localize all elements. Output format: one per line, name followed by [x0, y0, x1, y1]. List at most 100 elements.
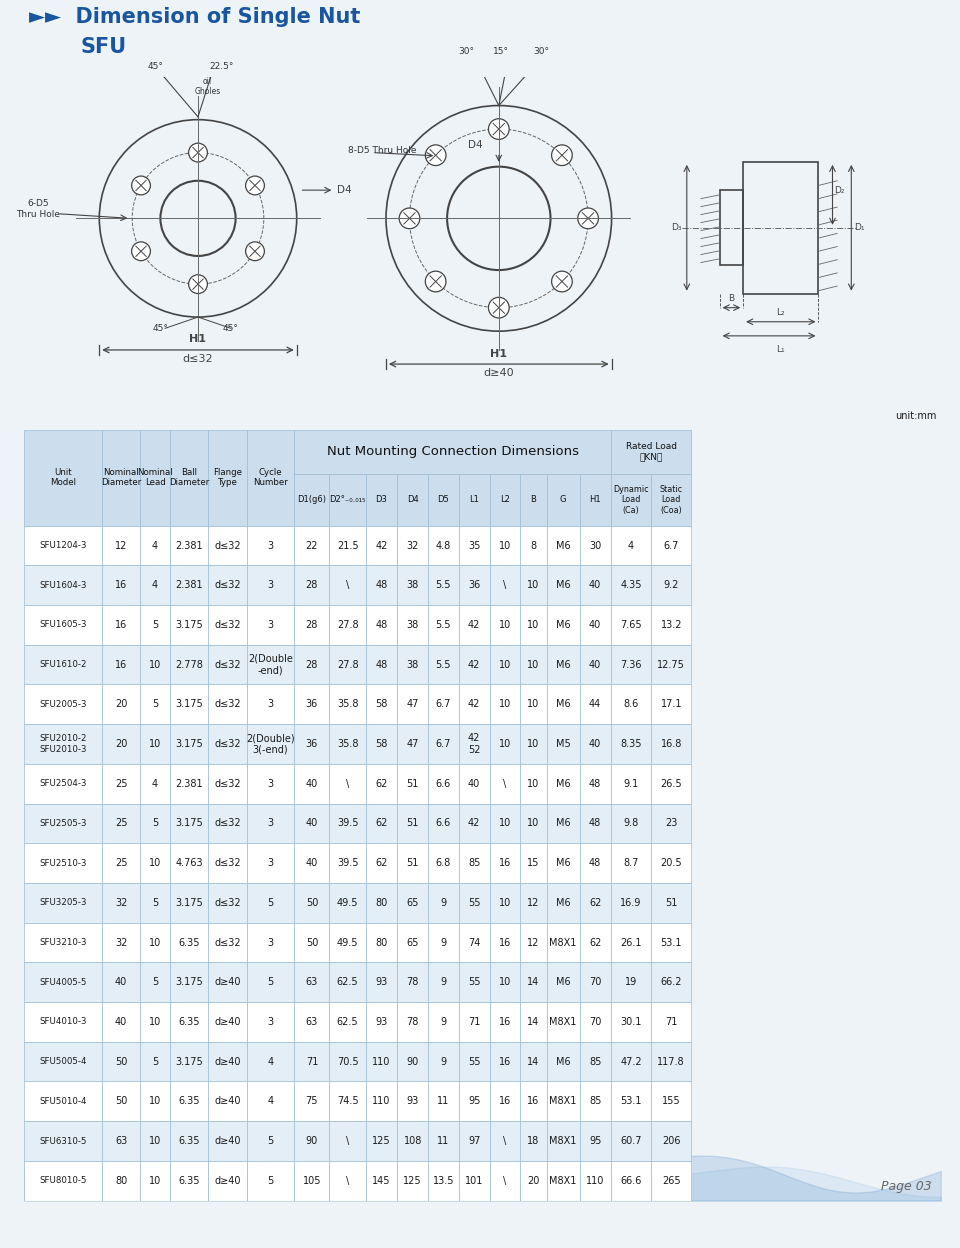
Text: SFU2005-3: SFU2005-3 — [39, 700, 86, 709]
Text: Cycle
Number: Cycle Number — [253, 468, 288, 488]
Text: 10: 10 — [149, 1096, 161, 1106]
Text: 66.2: 66.2 — [660, 977, 682, 987]
Bar — [247, 1121, 295, 1161]
Text: 63: 63 — [305, 1017, 318, 1027]
Bar — [140, 565, 170, 605]
Text: Static
Load
(Coa): Static Load (Coa) — [660, 484, 683, 514]
Bar — [428, 724, 459, 764]
Text: 12.75: 12.75 — [658, 660, 685, 670]
Bar — [208, 884, 247, 922]
Text: 5: 5 — [152, 1057, 158, 1067]
Text: 8.7: 8.7 — [623, 859, 638, 869]
Text: Flange
Type: Flange Type — [213, 468, 242, 488]
Bar — [580, 1161, 611, 1201]
Bar — [546, 525, 580, 565]
Text: 3.175: 3.175 — [175, 739, 203, 749]
Bar — [490, 1161, 520, 1201]
Text: 85: 85 — [589, 1057, 601, 1067]
Bar — [24, 844, 102, 884]
Text: 9: 9 — [441, 1057, 446, 1067]
Text: M8X1: M8X1 — [549, 1096, 577, 1106]
Bar — [295, 565, 329, 605]
Text: 10: 10 — [149, 660, 161, 670]
Circle shape — [552, 145, 572, 166]
Text: 17.1: 17.1 — [660, 699, 682, 709]
Bar — [428, 1082, 459, 1121]
Text: 7.36: 7.36 — [620, 660, 641, 670]
Bar — [428, 1161, 459, 1201]
Bar — [546, 922, 580, 962]
Text: 10: 10 — [499, 699, 511, 709]
Text: 27.8: 27.8 — [337, 620, 358, 630]
Text: 38: 38 — [407, 620, 419, 630]
Text: 36: 36 — [305, 739, 318, 749]
Bar — [24, 645, 102, 684]
Bar — [580, 1002, 611, 1042]
Bar — [170, 1161, 208, 1201]
Text: 30: 30 — [589, 540, 601, 550]
Bar — [611, 844, 651, 884]
Text: 3: 3 — [268, 699, 274, 709]
Text: 32: 32 — [406, 540, 419, 550]
Text: 71: 71 — [305, 1057, 318, 1067]
Bar — [366, 764, 397, 804]
Bar — [366, 525, 397, 565]
Text: 4: 4 — [152, 540, 158, 550]
Bar — [397, 844, 428, 884]
Bar — [651, 565, 691, 605]
Bar — [295, 1121, 329, 1161]
Bar — [459, 724, 490, 764]
Text: 20: 20 — [115, 739, 128, 749]
Bar — [24, 1161, 102, 1201]
Bar — [247, 1082, 295, 1121]
Bar — [520, 764, 546, 804]
Bar — [208, 1121, 247, 1161]
Bar — [366, 1002, 397, 1042]
Bar — [611, 474, 651, 525]
Bar — [102, 1161, 140, 1201]
Bar — [247, 645, 295, 684]
Bar — [651, 844, 691, 884]
Text: 38: 38 — [407, 660, 419, 670]
Text: 3.175: 3.175 — [175, 1057, 203, 1067]
Bar — [459, 804, 490, 844]
Bar — [428, 1042, 459, 1082]
Bar — [580, 525, 611, 565]
Text: M6: M6 — [556, 897, 570, 907]
Text: M5: M5 — [556, 739, 570, 749]
Bar — [546, 1002, 580, 1042]
Text: 10: 10 — [149, 937, 161, 947]
Bar — [397, 1121, 428, 1161]
Text: 10: 10 — [499, 660, 511, 670]
Text: 11: 11 — [438, 1096, 449, 1106]
Bar — [247, 804, 295, 844]
Bar — [24, 605, 102, 645]
Text: 42: 42 — [468, 620, 480, 630]
Bar — [546, 804, 580, 844]
Bar — [208, 962, 247, 1002]
Text: 42: 42 — [375, 540, 388, 550]
Bar — [366, 605, 397, 645]
Text: 3: 3 — [268, 859, 274, 869]
Text: 9.2: 9.2 — [663, 580, 679, 590]
Bar — [140, 884, 170, 922]
Text: 74: 74 — [468, 937, 480, 947]
Bar — [580, 962, 611, 1002]
Text: 40: 40 — [305, 819, 318, 829]
Text: 97: 97 — [468, 1136, 480, 1146]
Bar — [397, 764, 428, 804]
Bar — [24, 962, 102, 1002]
Bar — [580, 1042, 611, 1082]
Bar — [102, 605, 140, 645]
Text: 10: 10 — [527, 699, 540, 709]
Text: 50: 50 — [115, 1057, 128, 1067]
Bar — [208, 764, 247, 804]
Text: 5: 5 — [268, 1136, 274, 1146]
Bar — [397, 565, 428, 605]
Text: 4: 4 — [152, 580, 158, 590]
Text: 110: 110 — [586, 1176, 605, 1186]
Text: 21.5: 21.5 — [337, 540, 358, 550]
Bar — [247, 684, 295, 724]
Text: SFU8010-5: SFU8010-5 — [39, 1176, 86, 1186]
Bar — [208, 429, 247, 525]
